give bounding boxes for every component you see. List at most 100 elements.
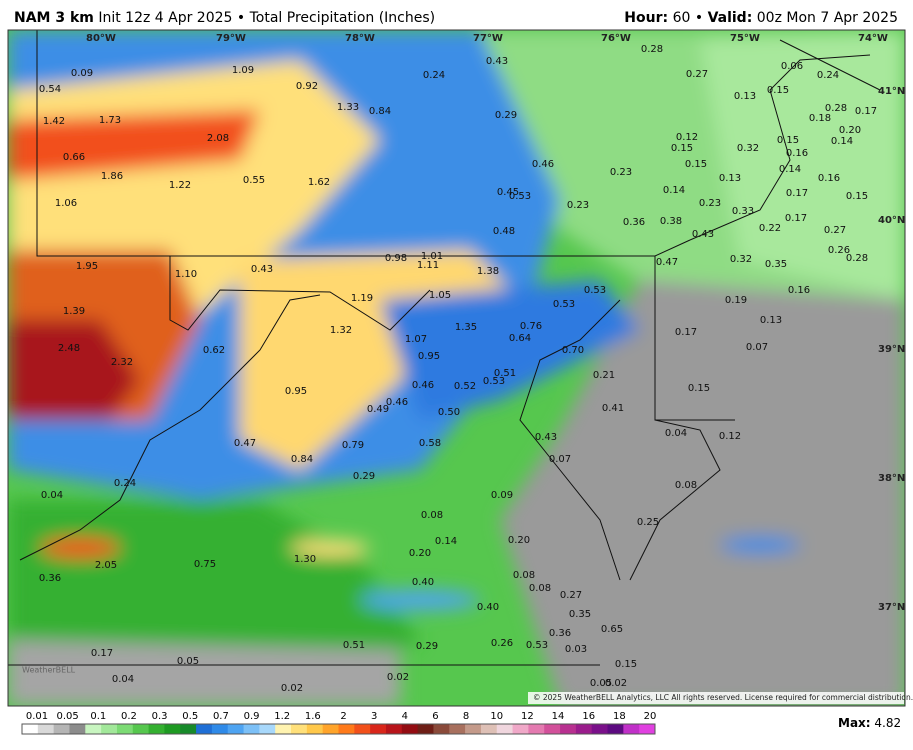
value-label: 1.35 xyxy=(455,322,477,333)
longitude-label: 78°W xyxy=(345,33,375,44)
colorbar-swatch xyxy=(243,724,260,734)
value-label: 0.23 xyxy=(610,167,632,178)
valid-label: Valid: xyxy=(708,10,753,26)
value-label: 0.02 xyxy=(281,683,303,694)
value-label: 0.24 xyxy=(817,70,839,81)
value-label: 1.32 xyxy=(330,325,352,336)
colorbar-tick-label: 12 xyxy=(521,711,534,722)
colorbar-tick-label: 0.2 xyxy=(121,711,137,722)
value-label: 0.15 xyxy=(777,135,799,146)
value-label: 0.29 xyxy=(416,641,438,652)
model: NAM 3 km xyxy=(14,10,94,26)
value-label: 0.14 xyxy=(779,164,801,175)
value-label: 0.17 xyxy=(91,648,113,659)
init: Init 12z 4 Apr 2025 xyxy=(98,10,232,26)
value-label: 1.62 xyxy=(308,177,330,188)
separator: • xyxy=(237,10,245,26)
value-label: 0.07 xyxy=(549,454,571,465)
value-label: 2.48 xyxy=(58,343,80,354)
colorbar-swatch xyxy=(544,724,561,734)
value-label: 0.53 xyxy=(553,299,575,310)
value-label: 0.16 xyxy=(786,148,808,159)
value-label: 0.53 xyxy=(584,285,606,296)
hour: 60 xyxy=(673,10,691,26)
precip-field xyxy=(8,30,905,706)
value-label: 0.26 xyxy=(828,245,850,256)
value-label: 0.33 xyxy=(732,206,754,217)
value-label: 0.75 xyxy=(194,559,216,570)
value-label: 0.36 xyxy=(623,217,645,228)
value-label: 0.08 xyxy=(513,570,535,581)
colorbar-swatch xyxy=(180,724,197,734)
value-label: 1.07 xyxy=(405,334,427,345)
colorbar-tick-label: 18 xyxy=(613,711,626,722)
value-label: 0.17 xyxy=(675,327,697,338)
value-label: 0.46 xyxy=(412,380,434,391)
latitude-label: 41°N xyxy=(878,86,905,97)
colorbar-swatch xyxy=(259,724,276,734)
longitude-label: 77°W xyxy=(473,33,503,44)
value-label: 1.22 xyxy=(169,180,191,191)
watermark: WeatherBELL xyxy=(22,666,76,675)
colorbar-swatch xyxy=(354,724,371,734)
value-label: 0.38 xyxy=(660,216,682,227)
value-label: 1.09 xyxy=(232,65,254,76)
value-label: 0.76 xyxy=(520,321,542,332)
value-label: 1.11 xyxy=(417,260,439,271)
value-label: 0.20 xyxy=(508,535,530,546)
longitude-label: 74°W xyxy=(858,33,888,44)
map: 0.09 0.54 1.09 0.92 0.24 0.43 0.28 0.27 0.06 0.24… xyxy=(8,30,905,706)
value-label: 0.08 xyxy=(675,480,697,491)
colorbar-tick-label: 3 xyxy=(371,711,377,722)
value-label: 1.39 xyxy=(63,306,85,317)
value-label: 0.14 xyxy=(435,536,457,547)
colorbar-swatch xyxy=(338,724,355,734)
colorbar-swatch xyxy=(53,724,70,734)
max-label: Max: xyxy=(838,716,871,730)
value-label: 0.65 xyxy=(601,624,623,635)
value-label: 0.36 xyxy=(39,573,61,584)
colorbar-swatch xyxy=(116,724,134,734)
value-label: 0.13 xyxy=(719,173,741,184)
value-label: 0.98 xyxy=(385,253,407,264)
value-label: 0.20 xyxy=(409,548,431,559)
value-label: 0.35 xyxy=(569,609,591,620)
colorbar-tick-label: 0.3 xyxy=(152,711,168,722)
boundaries xyxy=(8,30,881,666)
value-label: 1.05 xyxy=(429,290,451,301)
value-label: 0.04 xyxy=(665,428,687,439)
value-label: 0.18 xyxy=(809,113,831,124)
separator: • xyxy=(695,10,703,26)
latitude-label: 37°N xyxy=(878,602,905,613)
value-label: 0.52 xyxy=(454,381,476,392)
colorbar-swatch xyxy=(591,724,609,734)
longitude-label: 75°W xyxy=(730,33,760,44)
value-label: 0.58 xyxy=(419,438,441,449)
value-label: 0.48 xyxy=(493,226,515,237)
colorbar-swatch xyxy=(401,724,419,734)
value-label: 0.28 xyxy=(641,44,663,55)
value-label: 1.86 xyxy=(101,171,123,182)
colorbar-swatch xyxy=(496,724,514,734)
value-label: 0.53 xyxy=(509,191,531,202)
value-label: 0.20 xyxy=(839,125,861,136)
colorbar-swatch xyxy=(85,724,102,734)
value-label: 0.43 xyxy=(251,264,273,275)
value-label: 0.47 xyxy=(234,438,256,449)
colorbar-swatch xyxy=(433,724,450,734)
value-label: 0.40 xyxy=(412,577,434,588)
value-label: 0.05 xyxy=(177,656,199,667)
value-label: 0.02 xyxy=(387,672,409,683)
value-label: 0.23 xyxy=(567,200,589,211)
longitude-label: 79°W xyxy=(216,33,246,44)
value-label: 0.15 xyxy=(615,659,637,670)
value-label: 0.04 xyxy=(41,490,63,501)
value-label: 0.51 xyxy=(343,640,365,651)
colorbar-tick-label: 0.05 xyxy=(57,711,79,722)
value-label: 0.12 xyxy=(719,431,741,442)
valid: 00z Mon 7 Apr 2025 xyxy=(757,10,898,26)
value-label: 0.53 xyxy=(483,376,505,387)
value-label: 0.29 xyxy=(353,471,375,482)
value-label: 0.19 xyxy=(725,295,747,306)
